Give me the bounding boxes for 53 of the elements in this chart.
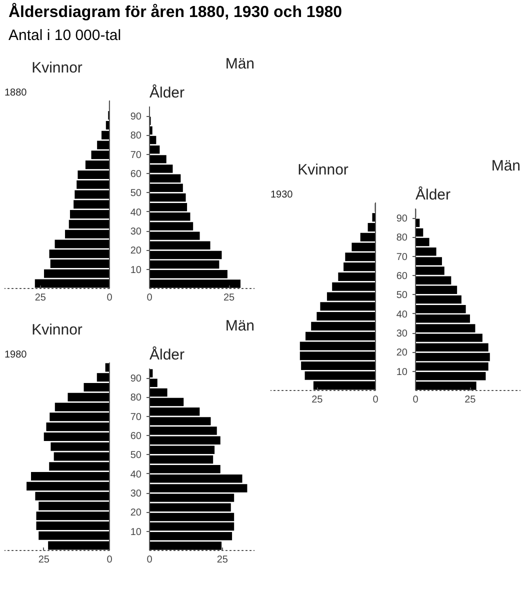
- y-tick-label: 90: [130, 112, 142, 123]
- y-tick-label: 30: [130, 226, 142, 238]
- x-tick-label: 25: [312, 394, 324, 406]
- text: 1880: [4, 88, 28, 98]
- y-tick-label: 30: [130, 488, 142, 500]
- chart-title: Kvinnor: [32, 60, 82, 76]
- y-axis-title: Ålder: [416, 186, 451, 204]
- y-tick-label: 30: [396, 328, 408, 340]
- y-tick-label: 20: [130, 508, 142, 519]
- x-tick-label: 0: [146, 292, 153, 304]
- y-tick-label: 40: [130, 207, 142, 218]
- chart-title: Kvinnor: [32, 322, 82, 338]
- y-tick-label: 60: [130, 169, 142, 180]
- y-tick-label: 10: [396, 366, 408, 378]
- y-axis-title: Ålder: [150, 84, 185, 102]
- y-tick-label: 80: [130, 392, 142, 404]
- y-axis-title: Ålder: [150, 346, 185, 364]
- text: 1980: [4, 350, 28, 360]
- y-tick-label: 80: [396, 232, 408, 244]
- chart-title: Kvinnor: [298, 162, 348, 178]
- chart-title: Män: [225, 56, 255, 72]
- y-tick-label: 60: [130, 431, 142, 442]
- y-tick-label: 40: [396, 309, 408, 320]
- x-tick-label: 25: [464, 394, 476, 406]
- x-tick-label: 25: [223, 292, 236, 304]
- chart-title: Män: [491, 158, 521, 174]
- chart-title: Män: [225, 318, 255, 334]
- x-tick-label: 0: [106, 292, 113, 304]
- y-tick-label: 10: [130, 264, 142, 276]
- text: Åldersdiagram för åren 1880, 1930 och 1980: [8, 2, 342, 21]
- x-tick-label: 25: [216, 554, 228, 566]
- x-tick-label: 25: [34, 292, 46, 304]
- x-tick-label: 0: [106, 554, 113, 566]
- y-tick-label: 70: [396, 252, 408, 263]
- y-tick-label: 90: [396, 214, 408, 225]
- x-tick-label: 0: [412, 394, 419, 406]
- y-tick-label: 50: [130, 450, 142, 462]
- y-tick-label: 50: [130, 188, 142, 200]
- y-tick-label: 60: [396, 271, 408, 282]
- y-tick-label: 50: [396, 290, 408, 302]
- x-tick-label: 0: [372, 394, 379, 406]
- y-tick-label: 70: [130, 412, 142, 423]
- text: 1930: [270, 190, 294, 200]
- y-tick-label: 90: [130, 374, 142, 385]
- x-tick-label: 25: [38, 554, 50, 566]
- y-tick-label: 10: [130, 526, 142, 538]
- y-tick-label: 80: [130, 130, 142, 142]
- y-tick-label: 70: [130, 150, 142, 161]
- y-tick-label: 40: [130, 469, 142, 480]
- y-tick-label: 20: [396, 348, 408, 359]
- text: Antal i 10 000-tal: [8, 27, 122, 44]
- x-tick-label: 0: [146, 554, 153, 566]
- y-tick-label: 20: [130, 246, 142, 257]
